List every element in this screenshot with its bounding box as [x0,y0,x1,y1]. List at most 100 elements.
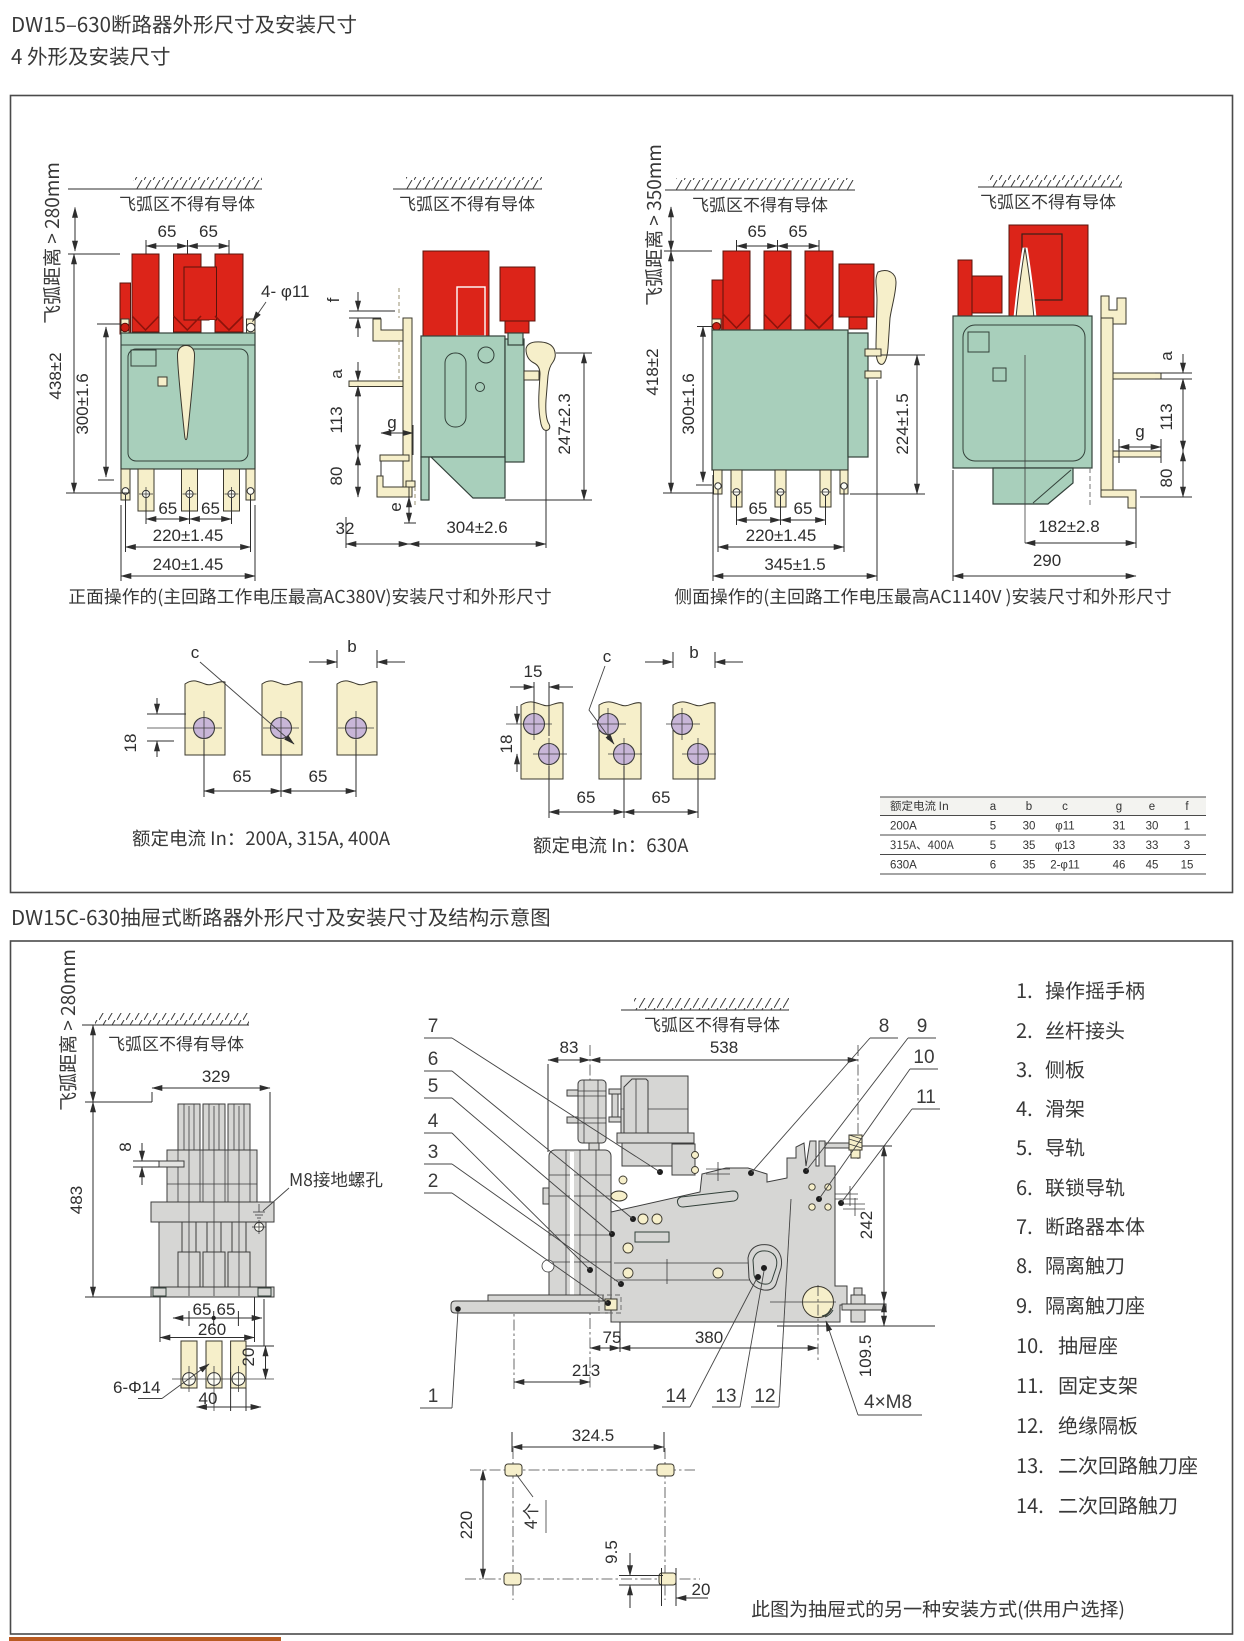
svg-text:5: 5 [428,1076,439,1097]
svg-text:30: 30 [1023,821,1036,833]
svg-text:65: 65 [652,788,671,807]
svg-text:46: 46 [1113,860,1126,872]
svg-text:630A: 630A [890,860,917,872]
svg-text:f: f [1185,801,1189,813]
svg-text:538: 538 [710,1038,738,1057]
svg-text:18: 18 [497,735,516,754]
svg-text:65: 65 [309,767,328,786]
svg-text:4- φ11: 4- φ11 [261,282,310,301]
svg-text:1: 1 [1184,821,1190,833]
svg-text:33: 33 [1146,840,1159,852]
svg-text:45: 45 [1146,860,1159,872]
svg-text:4×M8: 4×M8 [864,1392,912,1413]
svg-text:200A: 200A [890,821,917,833]
svg-text:a: a [327,369,346,379]
svg-text:b: b [347,637,356,656]
svg-text:3: 3 [1184,840,1190,852]
svg-text:2-φ11: 2-φ11 [1050,860,1080,872]
svg-text:109.5: 109.5 [856,1335,875,1378]
svg-text:65: 65 [794,499,813,518]
svg-text:483: 483 [67,1186,86,1214]
svg-text:b: b [1026,801,1032,813]
svg-text:300±1.6: 300±1.6 [679,373,698,434]
svg-text:65: 65 [217,1300,236,1319]
svg-text:220±1.45: 220±1.45 [746,526,817,545]
svg-text:a: a [990,801,997,813]
svg-text:c: c [1062,801,1068,813]
svg-text:260: 260 [198,1320,226,1339]
svg-text:e: e [386,502,405,511]
svg-text:31: 31 [1113,821,1126,833]
svg-text:g: g [387,413,396,432]
svg-text:35: 35 [1023,840,1036,852]
svg-text:3: 3 [428,1142,439,1163]
svg-text:65: 65 [158,499,177,518]
svg-text:10: 10 [913,1047,934,1068]
svg-text:65: 65 [749,499,768,518]
svg-text:f: f [324,297,343,302]
svg-text:329: 329 [202,1067,230,1086]
svg-text:220±1.45: 220±1.45 [153,526,224,545]
svg-text:65: 65 [789,222,808,241]
svg-text:438±2: 438±2 [46,352,65,399]
svg-text:15: 15 [1181,860,1194,872]
svg-text:b: b [689,643,698,662]
svg-text:80: 80 [327,467,346,486]
svg-text:20: 20 [692,1580,711,1599]
svg-text:113: 113 [1157,403,1176,430]
svg-text:247±2.3: 247±2.3 [555,393,574,454]
svg-text:75: 75 [603,1328,622,1347]
svg-text:35: 35 [1023,860,1036,872]
svg-text:c: c [603,647,612,666]
svg-text:6: 6 [990,860,996,872]
svg-text:2: 2 [428,1171,439,1192]
svg-text:418±2: 418±2 [643,348,662,395]
svg-text:12: 12 [754,1386,775,1407]
svg-text:7: 7 [428,1016,439,1037]
svg-text:65: 65 [577,788,596,807]
svg-text:220: 220 [457,1511,476,1539]
svg-text:304±2.6: 304±2.6 [446,518,507,537]
svg-text:13: 13 [715,1386,736,1407]
svg-text:65: 65 [158,222,177,241]
svg-text:9.5: 9.5 [602,1540,621,1564]
svg-text:4: 4 [428,1111,439,1132]
svg-text:65: 65 [233,767,252,786]
svg-text:32: 32 [336,519,355,538]
svg-text:18: 18 [121,734,140,753]
svg-text:65: 65 [199,222,218,241]
svg-text:c: c [191,643,200,662]
svg-text:83: 83 [560,1038,579,1057]
svg-text:a: a [1157,351,1176,361]
svg-text:g: g [1135,422,1144,441]
svg-text:65: 65 [748,222,767,241]
svg-text:213: 213 [572,1361,600,1380]
svg-text:9: 9 [917,1016,928,1037]
svg-text:g: g [1116,801,1122,813]
svg-text:240±1.45: 240±1.45 [153,555,224,574]
svg-text:8: 8 [879,1016,890,1037]
svg-text:80: 80 [1157,469,1176,488]
svg-text:14: 14 [665,1386,687,1407]
svg-text:1: 1 [428,1386,439,1407]
svg-text:30: 30 [1146,821,1159,833]
svg-text:324.5: 324.5 [572,1426,615,1445]
svg-text:8: 8 [116,1142,135,1151]
svg-text:380: 380 [695,1328,723,1347]
svg-text:290: 290 [1033,551,1061,570]
svg-text:345±1.5: 345±1.5 [764,555,825,574]
svg-text:φ11: φ11 [1055,821,1074,833]
svg-text:65: 65 [201,499,220,518]
svg-text:15: 15 [524,662,543,681]
svg-text:224±1.5: 224±1.5 [893,393,912,454]
svg-text:33: 33 [1113,840,1126,852]
svg-text:182±2.8: 182±2.8 [1038,517,1099,536]
svg-text:65: 65 [193,1300,212,1319]
svg-text:5: 5 [990,840,996,852]
svg-text:242: 242 [857,1211,876,1239]
svg-text:40: 40 [199,1389,218,1408]
svg-text:e: e [1149,801,1155,813]
svg-text:300±1.6: 300±1.6 [73,373,92,434]
svg-text:113: 113 [327,406,346,433]
svg-text:11: 11 [916,1087,936,1108]
